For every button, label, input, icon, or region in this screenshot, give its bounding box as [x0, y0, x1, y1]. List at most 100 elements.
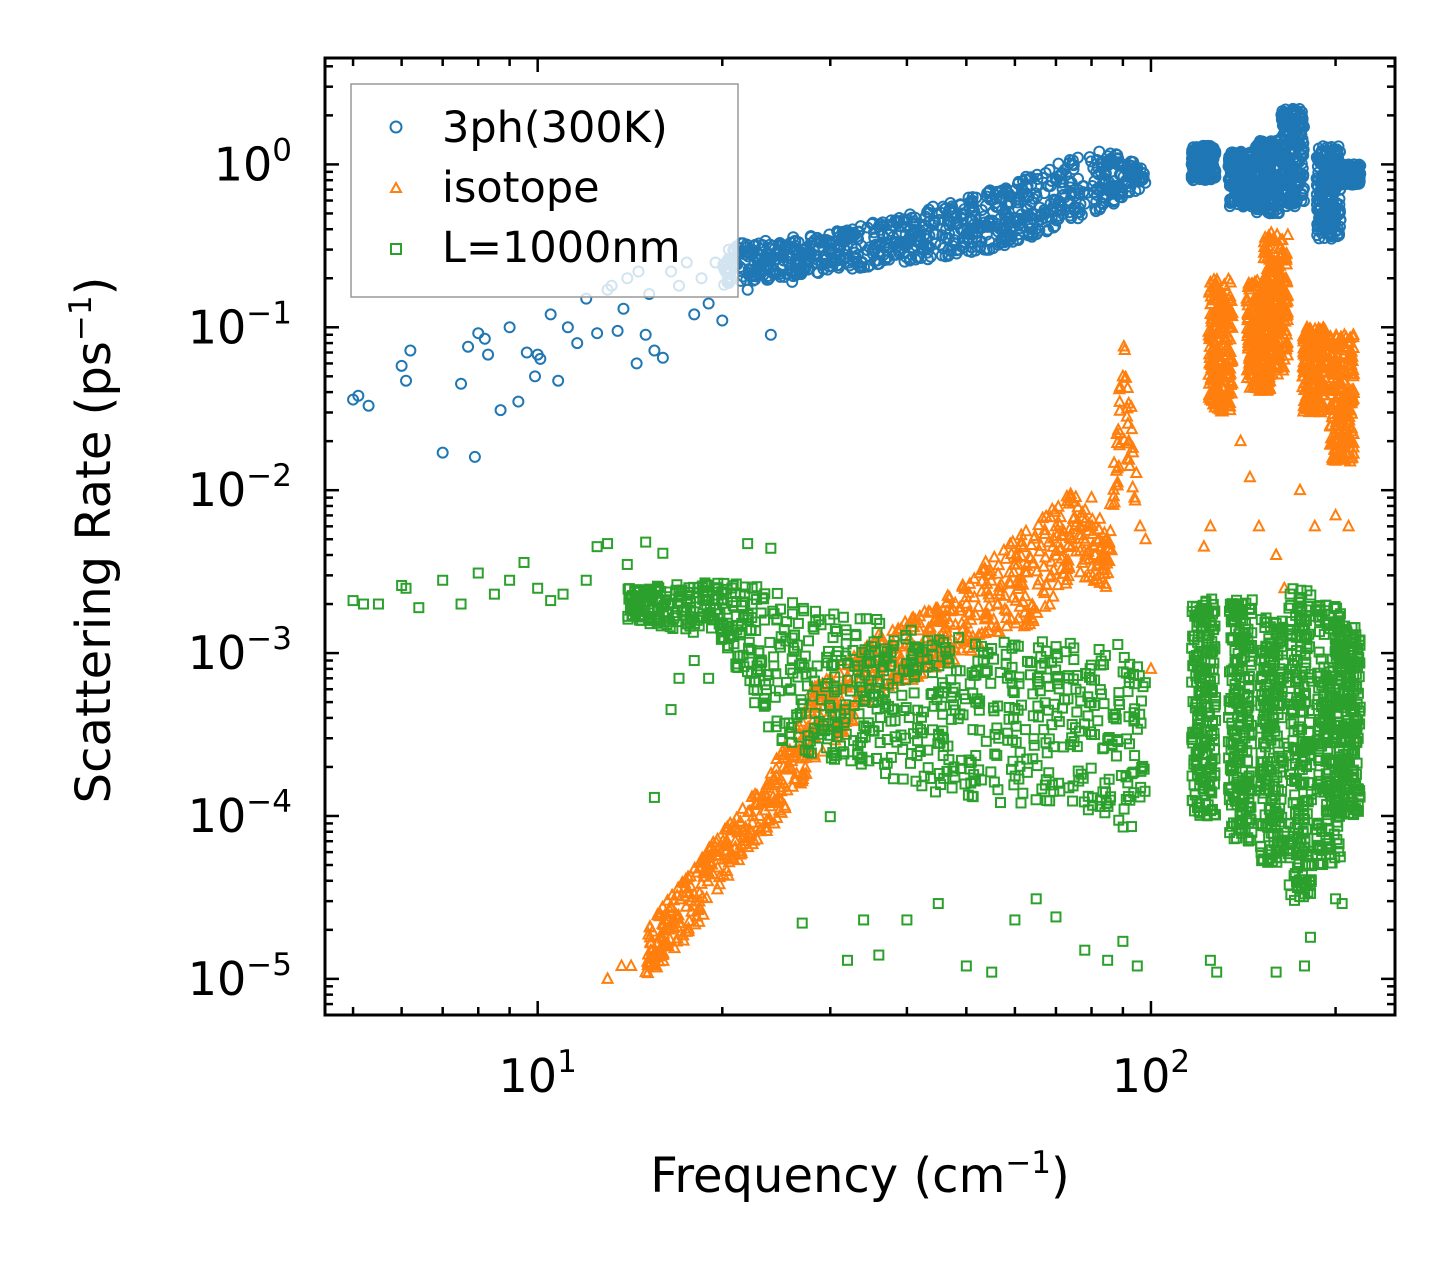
- data-point-circle: [1102, 154, 1115, 167]
- data-point-circle: [1192, 156, 1205, 169]
- data-point-circle: [1226, 168, 1239, 181]
- data-point-circle: [1208, 145, 1221, 158]
- data-point-triangle: [1126, 479, 1140, 493]
- data-point-triangle: [1233, 433, 1248, 447]
- data-point-circle: [1236, 190, 1249, 203]
- data-point-square: [792, 617, 804, 629]
- data-point-circle: [964, 222, 977, 235]
- data-point-square: [854, 613, 866, 625]
- data-point-square: [1020, 724, 1032, 736]
- data-point-circle: [748, 255, 761, 268]
- data-point-circle: [824, 239, 837, 252]
- data-point-circle: [520, 346, 533, 359]
- data-point-circle: [1200, 143, 1213, 156]
- data-point-circle: [512, 395, 525, 408]
- data-point-circle: [1261, 148, 1274, 161]
- data-point-circle: [1011, 233, 1024, 246]
- data-point-circle: [571, 337, 584, 350]
- data-point-circle: [462, 340, 475, 353]
- data-point-circle: [899, 239, 912, 252]
- data-point-circle: [639, 328, 652, 341]
- data-point-circle: [799, 242, 812, 255]
- data-point-circle: [503, 321, 516, 334]
- data-point-circle: [544, 308, 557, 321]
- data-point-circle: [400, 374, 413, 387]
- data-point-circle: [1263, 197, 1276, 210]
- data-point-triangle: [1281, 227, 1295, 240]
- data-point-triangle: [1046, 588, 1060, 602]
- data-point-circle: [1106, 182, 1119, 195]
- data-point-circle: [395, 359, 408, 372]
- data-point-circle: [883, 253, 896, 266]
- data-point-circle: [1066, 154, 1079, 167]
- data-point-square: [1028, 739, 1040, 751]
- data-point-circle: [1117, 170, 1130, 183]
- data-point-square: [1093, 644, 1105, 656]
- data-point-triangle: [1016, 594, 1030, 608]
- data-point-circle: [871, 258, 884, 271]
- data-point-circle: [1039, 167, 1052, 180]
- data-point-circle: [1031, 216, 1044, 229]
- data-point-circle: [982, 216, 995, 229]
- data-point-circle: [617, 302, 630, 315]
- data-point-circle: [1229, 147, 1242, 160]
- data-point-circle: [648, 344, 661, 357]
- data-point-circle: [1231, 181, 1244, 194]
- data-point-square: [897, 773, 909, 785]
- data-point-circle: [940, 231, 953, 244]
- data-point-triangle: [1328, 507, 1343, 521]
- data-point-circle: [990, 185, 1003, 198]
- data-point-circle: [1005, 197, 1018, 210]
- data-point-circle: [1193, 173, 1206, 186]
- data-point-circle: [826, 260, 839, 273]
- data-point-circle: [747, 269, 760, 282]
- data-point-circle: [787, 231, 800, 244]
- data-point-triangle: [614, 958, 629, 971]
- data-point-circle: [1275, 195, 1288, 208]
- data-point-triangle: [1093, 511, 1107, 524]
- data-point-circle: [1282, 135, 1295, 148]
- data-point-circle: [1045, 205, 1058, 218]
- data-point-circle: [1025, 178, 1038, 191]
- data-point-circle: [906, 241, 919, 254]
- data-point-circle: [1023, 209, 1036, 222]
- data-point-circle: [1293, 139, 1306, 152]
- data-point-circle: [817, 241, 830, 254]
- data-point-circle: [1293, 128, 1306, 141]
- data-point-triangle: [1341, 518, 1356, 532]
- data-point-circle: [1094, 201, 1107, 214]
- data-point-circle: [1293, 103, 1306, 116]
- data-point-circle: [1078, 197, 1091, 210]
- data-point-circle: [1015, 216, 1028, 229]
- data-point-circle: [1064, 175, 1077, 188]
- data-point-circle: [1283, 147, 1296, 160]
- data-point-circle: [863, 241, 876, 254]
- data-point-circle: [1052, 213, 1065, 226]
- data-point-square: [803, 635, 815, 647]
- data-point-circle: [702, 297, 715, 310]
- data-point-square: [787, 597, 799, 609]
- data-point-circle: [1054, 196, 1067, 209]
- data-point-triangle: [1197, 539, 1211, 552]
- data-point-circle: [1098, 176, 1111, 189]
- data-point-circle: [1040, 225, 1053, 238]
- data-point-circle: [811, 253, 824, 266]
- data-point-circle: [1187, 167, 1200, 180]
- data-point-circle: [1110, 148, 1123, 161]
- data-point-circle: [561, 321, 574, 334]
- data-point-square: [1030, 794, 1042, 806]
- data-point-circle: [591, 327, 604, 340]
- data-point-circle: [764, 328, 777, 341]
- data-point-circle: [1293, 121, 1306, 134]
- data-point-circle: [850, 242, 863, 255]
- data-point-circle: [741, 283, 754, 296]
- data-point-circle: [1277, 112, 1290, 125]
- data-point-circle: [478, 332, 491, 345]
- data-point-circle: [894, 220, 907, 233]
- data-point-circle: [917, 238, 930, 251]
- data-point-circle: [1280, 169, 1293, 182]
- data-point-circle: [1232, 168, 1245, 181]
- data-point-circle: [1072, 184, 1085, 197]
- data-point-triangle: [1144, 661, 1158, 674]
